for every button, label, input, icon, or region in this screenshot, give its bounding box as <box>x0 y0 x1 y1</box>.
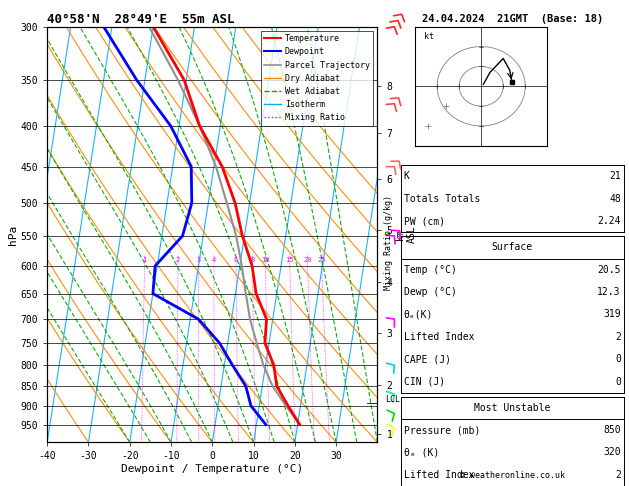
Text: 1: 1 <box>143 257 147 263</box>
Text: 320: 320 <box>603 448 621 457</box>
Text: Surface: Surface <box>492 243 533 252</box>
Text: 850: 850 <box>603 425 621 435</box>
Text: 8: 8 <box>250 257 255 263</box>
Text: Dewp (°C): Dewp (°C) <box>404 287 457 297</box>
Text: 24.04.2024  21GMT  (Base: 18): 24.04.2024 21GMT (Base: 18) <box>422 14 603 24</box>
Text: 25: 25 <box>317 257 326 263</box>
Legend: Temperature, Dewpoint, Parcel Trajectory, Dry Adiabat, Wet Adiabat, Isotherm, Mi: Temperature, Dewpoint, Parcel Trajectory… <box>261 31 373 125</box>
X-axis label: Dewpoint / Temperature (°C): Dewpoint / Temperature (°C) <box>121 464 303 474</box>
Text: 0: 0 <box>615 354 621 364</box>
Text: 2: 2 <box>615 470 621 480</box>
Text: Lifted Index: Lifted Index <box>404 332 474 342</box>
Text: CIN (J): CIN (J) <box>404 377 445 386</box>
Text: © weatheronline.co.uk: © weatheronline.co.uk <box>460 471 565 480</box>
Text: 10: 10 <box>261 257 270 263</box>
Text: 319: 319 <box>603 310 621 319</box>
Text: 2: 2 <box>176 257 181 263</box>
Text: 2.24: 2.24 <box>598 216 621 226</box>
Text: θₑ(K): θₑ(K) <box>404 310 433 319</box>
Text: Temp (°C): Temp (°C) <box>404 265 457 275</box>
Text: Most Unstable: Most Unstable <box>474 403 550 413</box>
Text: 4: 4 <box>212 257 216 263</box>
Text: K: K <box>404 172 409 181</box>
Text: Pressure (mb): Pressure (mb) <box>404 425 480 435</box>
Text: 6: 6 <box>234 257 238 263</box>
Text: 15: 15 <box>286 257 294 263</box>
Text: CAPE (J): CAPE (J) <box>404 354 451 364</box>
Text: 21: 21 <box>609 172 621 181</box>
Text: 0: 0 <box>615 377 621 386</box>
Text: PW (cm): PW (cm) <box>404 216 445 226</box>
Text: LCL: LCL <box>385 395 400 404</box>
Text: Totals Totals: Totals Totals <box>404 194 480 204</box>
Text: 2: 2 <box>615 332 621 342</box>
Text: 3: 3 <box>197 257 201 263</box>
Text: Lifted Index: Lifted Index <box>404 470 474 480</box>
Text: kt: kt <box>424 32 434 41</box>
Text: 48: 48 <box>609 194 621 204</box>
Y-axis label: hPa: hPa <box>8 225 18 244</box>
Text: 40°58'N  28°49'E  55m ASL: 40°58'N 28°49'E 55m ASL <box>47 13 235 26</box>
Text: Mixing Ratio (g/kg): Mixing Ratio (g/kg) <box>384 195 392 291</box>
Text: θₑ (K): θₑ (K) <box>404 448 439 457</box>
Text: 12.3: 12.3 <box>598 287 621 297</box>
Y-axis label: km
ASL: km ASL <box>395 226 416 243</box>
Text: 20.5: 20.5 <box>598 265 621 275</box>
Text: 20: 20 <box>303 257 312 263</box>
